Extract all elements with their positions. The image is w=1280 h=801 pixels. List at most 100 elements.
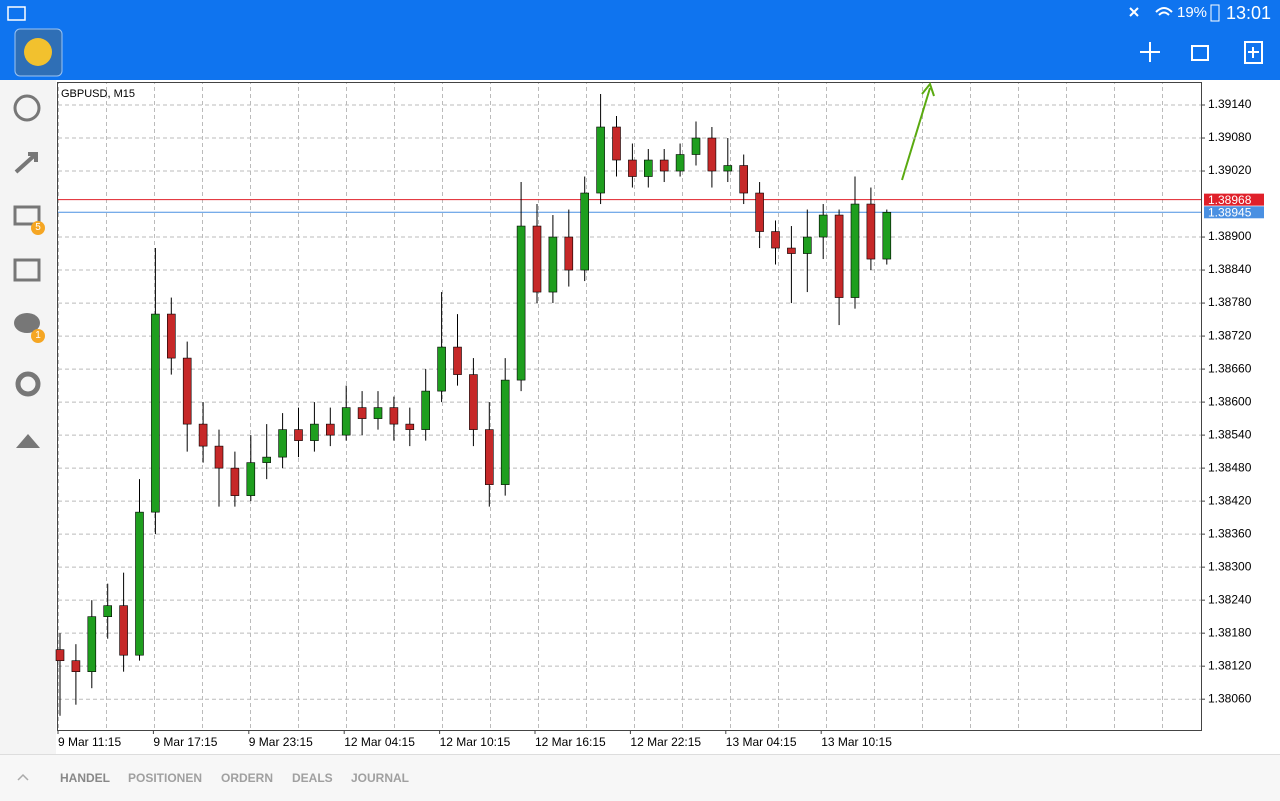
- candle-body: [310, 423, 319, 441]
- candle-body: [548, 236, 558, 293]
- candle-body: [262, 456, 272, 463]
- candle-body: [739, 165, 749, 194]
- candle-body: [341, 407, 351, 436]
- candle-body: [167, 313, 176, 359]
- candle-body: [373, 407, 383, 419]
- candle-body: [707, 137, 717, 172]
- app-bar: 19% 13:01: [0, 0, 1280, 80]
- candle-body: [151, 313, 160, 513]
- y-tick-label: 1.38600: [1208, 394, 1252, 408]
- candle-body: [643, 159, 653, 177]
- candle-body: [198, 423, 208, 447]
- new-order-icon[interactable]: [1244, 41, 1263, 64]
- y-tick-label: 1.38120: [1208, 658, 1252, 672]
- clock: 13:01: [1226, 3, 1271, 23]
- candle-body: [866, 203, 876, 260]
- collapse-icon[interactable]: [0, 755, 40, 801]
- candle-body: [882, 211, 892, 260]
- wifi-icon: [1155, 7, 1173, 16]
- sidebar: 5 1: [0, 80, 56, 754]
- candle-body: [818, 214, 828, 238]
- candle-body: [71, 660, 81, 672]
- candle-body: [755, 192, 764, 232]
- gallery-icon: [7, 6, 26, 21]
- candle-body: [500, 379, 510, 485]
- candle-body: [628, 159, 637, 177]
- candle-body: [230, 467, 240, 496]
- chart: GBPUSD, M15 1.39140 1.39080 1.39020 1.38900…: [55, 81, 1264, 749]
- candle-body: [103, 605, 112, 617]
- windows-icon[interactable]: [1191, 45, 1209, 61]
- tab[interactable]: DEALS: [292, 771, 333, 785]
- y-tick-label: 1.39020: [1208, 163, 1252, 177]
- candle-body: [246, 462, 256, 496]
- plot-frame: [57, 82, 1202, 731]
- settings-icon[interactable]: [15, 371, 41, 397]
- candle-body: [802, 236, 812, 254]
- tab[interactable]: ORDERN: [221, 771, 274, 785]
- candle-body: [723, 165, 733, 172]
- candle-body: [214, 445, 224, 469]
- candle-body: [357, 407, 367, 419]
- candle-body: [659, 159, 669, 172]
- candle-body: [294, 429, 303, 441]
- y-tick-label: 1.38540: [1208, 427, 1252, 441]
- candle-body: [484, 429, 494, 485]
- x-tick-label: 9 Mar 11:15: [58, 735, 121, 749]
- chat-icon[interactable]: [14, 313, 40, 333]
- battery-text: 19%: [1177, 4, 1207, 21]
- mute-icon: [1129, 7, 1139, 17]
- news-icon[interactable]: [13, 258, 41, 282]
- mail-icon[interactable]: [13, 205, 41, 226]
- y-tick-label: 1.38360: [1208, 526, 1252, 540]
- x-tick-label: 9 Mar 23:15: [249, 735, 313, 749]
- tab-bar: HANDEL POSITIONEN ORDERN DEALS JOURNAL: [0, 754, 1280, 801]
- tab[interactable]: HANDEL: [60, 771, 110, 785]
- price-tag: [1204, 193, 1264, 206]
- y-tick-label: 1.38720: [1208, 328, 1252, 342]
- candle-body: [564, 236, 574, 271]
- chat-badge: 1: [31, 329, 45, 343]
- tab[interactable]: JOURNAL: [351, 771, 410, 785]
- trade-icon[interactable]: [1140, 42, 1160, 62]
- candle-body: [182, 357, 192, 425]
- candle-body: [453, 346, 462, 375]
- y-tick-label: 1.38420: [1208, 493, 1252, 507]
- x-tick-label: 13 Mar 04:15: [726, 735, 797, 749]
- y-tick-label: 1.38180: [1208, 625, 1252, 639]
- candle-body: [787, 247, 796, 254]
- candle-body: [580, 192, 590, 271]
- candle-body: [437, 346, 446, 392]
- community-icon[interactable]: [16, 434, 40, 448]
- y-tick-label: 1.38660: [1208, 361, 1252, 375]
- x-tick-label: 12 Mar 10:15: [440, 735, 511, 749]
- candle-body: [516, 225, 526, 381]
- candle-body: [532, 225, 542, 293]
- x-tick-label: 12 Mar 16:15: [535, 735, 606, 749]
- candle-body: [850, 203, 860, 298]
- x-tick-label: 12 Mar 22:15: [630, 735, 701, 749]
- app-bar-icons: 19% 13:01: [7, 3, 1271, 77]
- quotes-icon[interactable]: [13, 94, 41, 122]
- candle-body: [771, 231, 780, 249]
- mail-badge: 5: [31, 221, 45, 235]
- annotation-arrow: [901, 81, 935, 181]
- y-tick-label: 1.38780: [1208, 295, 1252, 309]
- price-tag-label: 1.38945: [1208, 205, 1252, 219]
- candle-body: [405, 423, 415, 430]
- y-tick-label: 1.38900: [1208, 229, 1252, 243]
- candle-body: [691, 137, 701, 155]
- candle-body: [119, 605, 128, 656]
- candle-body: [325, 423, 335, 436]
- chart-icon[interactable]: [14, 152, 38, 174]
- y-tick-label: 1.38240: [1208, 592, 1252, 606]
- chart-title: GBPUSD, M15: [61, 88, 135, 100]
- candle-body: [834, 214, 844, 298]
- candle-body: [421, 390, 431, 430]
- price-tag-label: 1.38968: [1208, 193, 1252, 207]
- vertical-grid: [58, 83, 1201, 730]
- tab[interactable]: POSITIONEN: [128, 771, 203, 785]
- y-tick-label: 1.38300: [1208, 559, 1252, 573]
- y-tick-label: 1.38060: [1208, 691, 1252, 705]
